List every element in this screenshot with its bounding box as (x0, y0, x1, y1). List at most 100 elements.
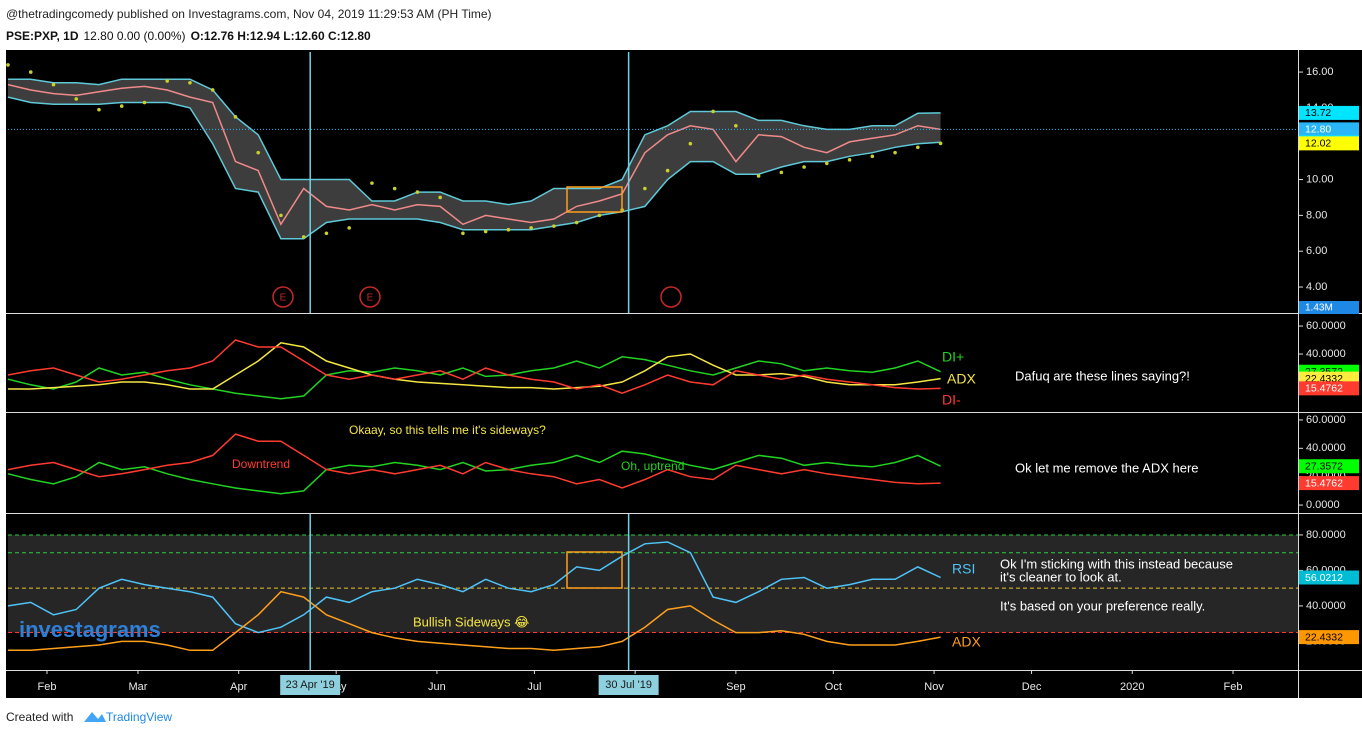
sar-dot (825, 161, 829, 166)
annotation: it's cleaner to look at. (1000, 569, 1122, 584)
annotation: Bullish Sideways 😂 (413, 614, 529, 629)
sar-dot (711, 109, 715, 114)
sar-dot (51, 82, 56, 87)
x-tick-label: Mar (128, 681, 147, 693)
y-tick-label: 60.0000 (1306, 414, 1346, 426)
band-fill (8, 79, 941, 239)
y-tick-label: 80.0000 (1306, 529, 1346, 541)
x-tick-label: Jun (428, 681, 446, 693)
symbol: PSE:PXP, 1D (6, 29, 79, 43)
footer-brand: TradingView (106, 710, 172, 724)
series-line (7, 96, 941, 240)
annotation: Okaay, so this tells me it's sideways? (349, 423, 546, 437)
y-tick-label: 0.0000 (1306, 499, 1340, 511)
x-tick-label: Feb (1224, 681, 1243, 693)
annotation: Ok let me remove the ADX here (1015, 460, 1199, 475)
series-line (7, 83, 941, 226)
footer-created: Created with (6, 710, 73, 724)
last-value-box (1299, 381, 1359, 396)
sar-dot (28, 70, 33, 74)
last-value-label: 22.4332 (1305, 631, 1343, 643)
quote-line: PSE:PXP, 1D 12.80 0.00 (0.00%) O:12.76 H:1… (6, 29, 371, 43)
annotation: It's based on your preference really. (1000, 598, 1205, 613)
volume-label-box (1299, 301, 1359, 314)
last-value-label: 12.80 (1305, 124, 1331, 136)
sar-dot (938, 141, 943, 146)
last-value-label: 15.4762 (1305, 477, 1343, 489)
last-value-box (1299, 570, 1359, 585)
sar-dot (165, 79, 170, 83)
x-tick-label: Feb (38, 681, 57, 693)
last-value-box (1299, 136, 1359, 151)
sar-dot (233, 115, 238, 119)
y-tick-label: 4.00 (1306, 281, 1327, 293)
last-value-label: 56.0212 (1305, 572, 1343, 584)
sar-dot (597, 213, 602, 218)
sar-dot (847, 158, 852, 162)
highlight-box (566, 551, 623, 589)
highlight-box (566, 186, 623, 213)
sar-dot (6, 63, 10, 67)
sar-dot (324, 231, 329, 236)
x-tick-label: Dec (1022, 681, 1042, 693)
series-line (7, 450, 941, 495)
y-tick-label: 16.00 (1306, 66, 1334, 78)
sar-dot (916, 145, 920, 150)
y-tick-label: 10.00 (1306, 173, 1334, 185)
y-tick-label: 60.0000 (1306, 320, 1346, 332)
volume-label: 1.43M (1305, 303, 1333, 314)
sar-dot (119, 104, 124, 108)
legend-label: ADX (952, 634, 981, 650)
sar-dot (665, 168, 670, 173)
series-line (8, 342, 941, 390)
annotation: Downtrend (232, 457, 290, 471)
y-tick-label: 6.00 (1306, 245, 1327, 257)
tradingview-logo (84, 712, 106, 722)
sar-dot (188, 81, 192, 85)
event-marker (272, 286, 294, 308)
overlay-layer: E E 1.43M Dafuq are these lines saying?!… (6, 50, 1362, 698)
watermark: investagrams (19, 617, 161, 642)
sar-dot (461, 231, 465, 236)
last-value-box (1299, 105, 1359, 120)
last-value-label: 15.4762 (1305, 383, 1343, 395)
sar-dot (802, 165, 806, 169)
sar-dot (142, 100, 147, 105)
sar-dot (279, 213, 283, 218)
x-tick-label: Apr (230, 681, 247, 693)
event-label: E (280, 293, 287, 304)
x-tick-label: Jul (527, 681, 541, 693)
legend-label: ADX (947, 371, 976, 387)
annotation: Dafuq are these lines saying?! (1015, 368, 1190, 383)
sar-dot (415, 190, 420, 194)
legend-label: DI+ (942, 349, 964, 365)
sar-dot (756, 174, 761, 178)
shade-band (8, 534, 1298, 633)
last-value-box (1299, 476, 1359, 491)
date-marker-label: 23 Apr '19 (286, 679, 335, 691)
series-line (7, 541, 941, 634)
sar-dot (529, 226, 533, 230)
legend-label: DI- (942, 392, 961, 408)
sar-dot (574, 220, 579, 225)
sar-dot (688, 141, 693, 146)
sar-dot (301, 235, 306, 239)
sar-dot (438, 195, 442, 200)
sar-dot (210, 88, 215, 92)
sar-dot (347, 226, 351, 230)
x-tick-label: Sep (726, 681, 746, 693)
x-tick-label: Oct (825, 681, 842, 693)
sar-dot (779, 170, 784, 175)
plot-layer: DI+ ADX DI- RSI ADX (6, 63, 1298, 652)
annotation: Oh, uptrend (621, 459, 684, 473)
event-marker (359, 286, 381, 308)
sar-dot (256, 150, 261, 155)
sar-dot (483, 229, 488, 234)
y-tick-label: 40.0000 (1306, 442, 1346, 454)
series-line (7, 433, 941, 489)
date-marker-box (598, 675, 659, 695)
published-line: @thetradingcomedy published on Investagr… (6, 7, 492, 21)
last-value-label: 27.3572 (1305, 461, 1343, 473)
annotation: Ok I'm sticking with this instead becaus… (1000, 556, 1233, 571)
date-marker-label: 30 Jul '19 (605, 679, 652, 691)
